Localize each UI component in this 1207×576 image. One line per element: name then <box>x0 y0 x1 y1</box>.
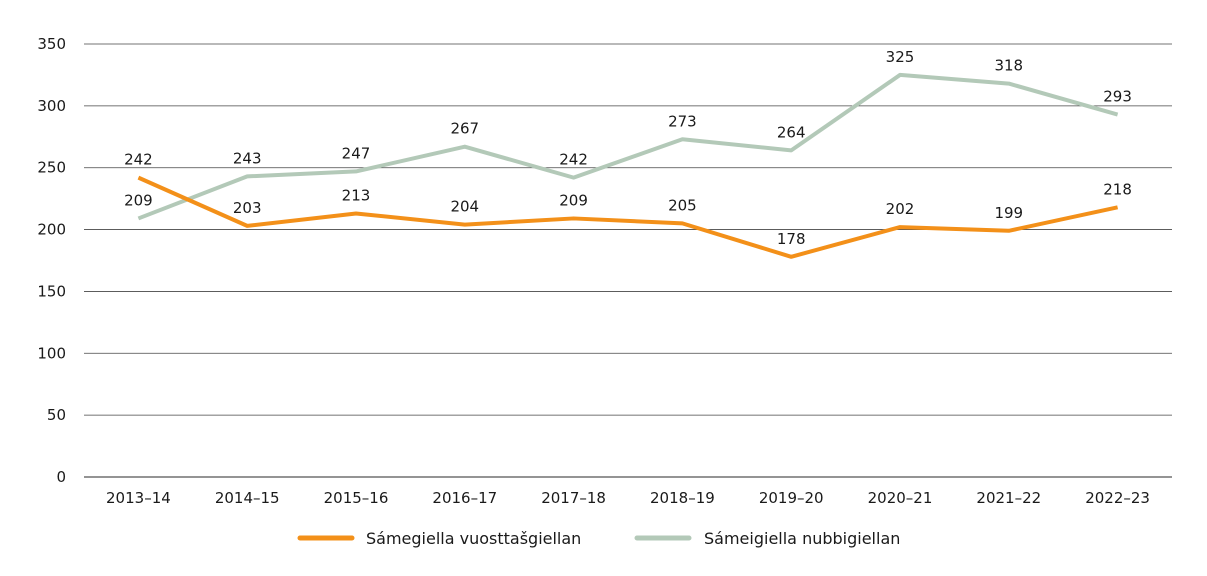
y-tick-label: 0 <box>56 468 66 486</box>
x-tick-label: 2013–14 <box>106 489 171 507</box>
data-label: 264 <box>777 123 806 141</box>
legend-label-0: Sámegiella vuosttašgiellan <box>366 529 581 548</box>
data-label: 178 <box>777 230 806 248</box>
data-label: 325 <box>886 48 915 66</box>
x-axis: 2013–14 2014–15 2015–16 2016–17 2017–18 2018–… <box>106 489 1150 507</box>
data-label: 242 <box>559 151 588 169</box>
y-axis: 0 50 100 150 200 250 300 350 <box>37 35 66 486</box>
series-line-0 <box>138 178 1117 257</box>
data-label: 247 <box>342 144 371 162</box>
legend-label-1: Sámeigiella nubbigiellan <box>704 529 900 548</box>
data-label: 242 <box>124 151 153 169</box>
y-tick-label: 100 <box>37 344 66 362</box>
x-tick-label: 2022–23 <box>1085 489 1150 507</box>
series-line-1 <box>138 75 1117 219</box>
data-label: 273 <box>668 112 697 130</box>
data-label: 267 <box>450 120 479 138</box>
legend: Sámegiella vuosttašgiellan Sámeigiella n… <box>300 529 900 548</box>
data-label: 213 <box>342 186 371 204</box>
data-label: 199 <box>994 204 1023 222</box>
y-tick-label: 300 <box>37 97 66 115</box>
y-tick-label: 350 <box>37 35 66 53</box>
data-label: 293 <box>1103 88 1132 106</box>
grid <box>84 44 1172 477</box>
data-label: 205 <box>668 196 697 214</box>
y-tick-label: 200 <box>37 221 66 239</box>
x-tick-label: 2021–22 <box>976 489 1041 507</box>
x-tick-label: 2016–17 <box>432 489 497 507</box>
y-tick-label: 50 <box>47 406 66 424</box>
x-tick-label: 2014–15 <box>215 489 280 507</box>
data-labels: 209 243 247 267 242 273 264 325 318 293 242 203 213 2… <box>124 48 1132 248</box>
data-label: 209 <box>124 191 153 209</box>
data-label: 318 <box>994 57 1023 75</box>
data-label: 204 <box>450 198 479 216</box>
data-label: 202 <box>886 200 915 218</box>
data-label: 209 <box>559 191 588 209</box>
x-tick-label: 2017–18 <box>541 489 606 507</box>
data-label: 218 <box>1103 180 1132 198</box>
x-tick-label: 2020–21 <box>868 489 933 507</box>
data-label: 203 <box>233 199 262 217</box>
data-label: 243 <box>233 149 262 167</box>
x-tick-label: 2019–20 <box>759 489 824 507</box>
y-tick-label: 150 <box>37 282 66 300</box>
y-tick-label: 250 <box>37 159 66 177</box>
x-tick-label: 2015–16 <box>324 489 389 507</box>
x-tick-label: 2018–19 <box>650 489 715 507</box>
